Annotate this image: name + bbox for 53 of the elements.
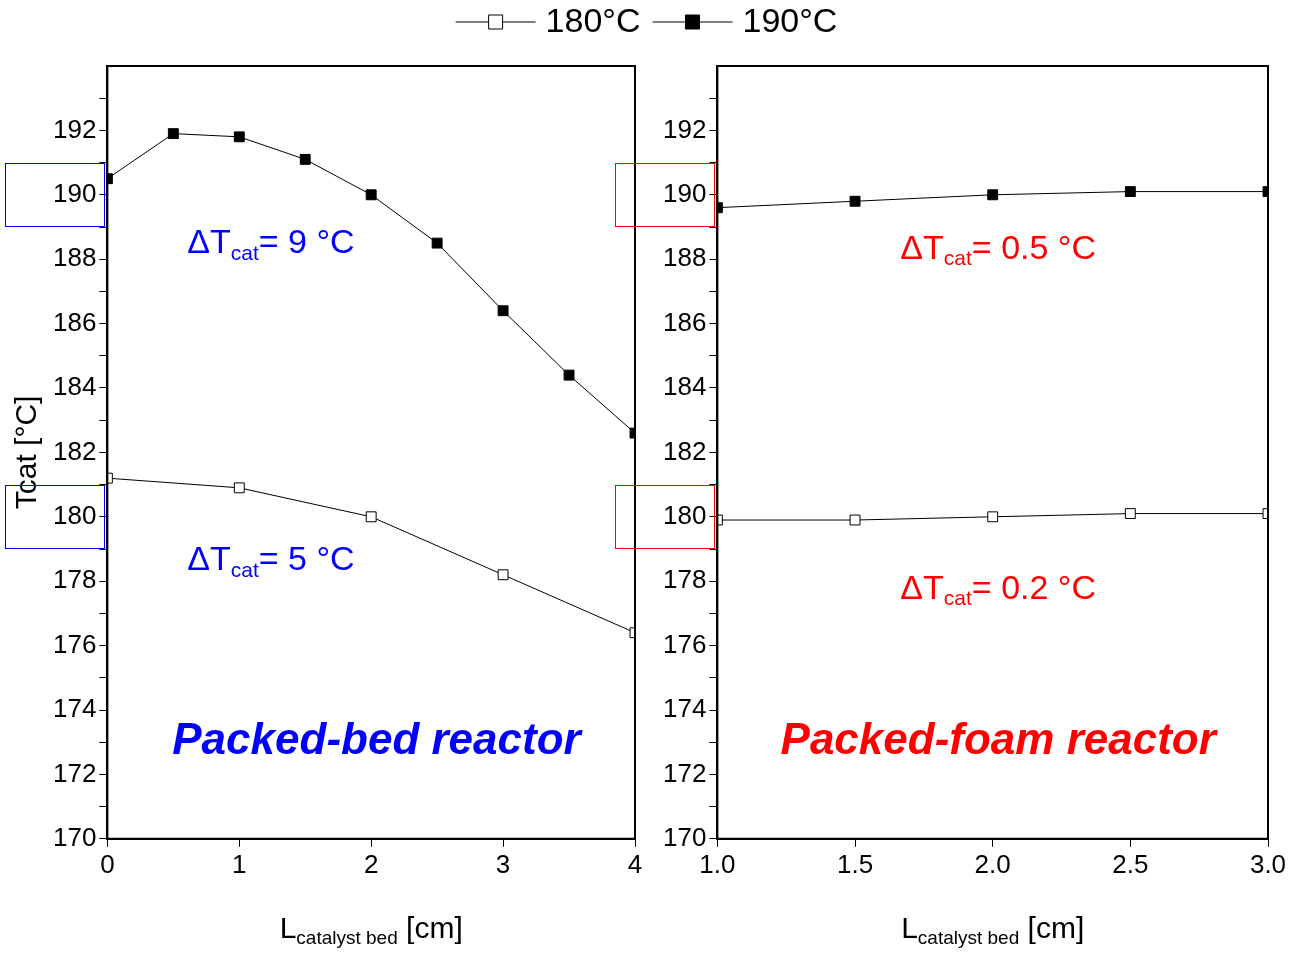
y-tick-label: 174: [662, 693, 707, 724]
y-tick-label: 182: [662, 435, 707, 466]
y-tick-label: 182: [52, 435, 97, 466]
annotation: Packed-bed reactor: [172, 714, 584, 764]
y-tick-label: 188: [52, 242, 97, 273]
point: [299, 153, 311, 165]
y-axis-title: Tcat [°C]: [9, 395, 43, 510]
y-tick-label: 172: [662, 757, 707, 788]
y-tick-label: 172: [52, 757, 97, 788]
point: [365, 189, 377, 201]
y-tick-label: 178: [662, 564, 707, 595]
x-tick-label: 3.0: [1249, 848, 1287, 879]
y-tick-label: 180: [52, 499, 97, 530]
point: [497, 305, 509, 317]
point: [233, 131, 245, 143]
y-tick-label: 174: [52, 693, 97, 724]
point: [849, 195, 861, 207]
x-tick-label: 2.5: [1112, 848, 1149, 879]
y-tick-label: 176: [52, 628, 97, 659]
point: [233, 482, 245, 494]
point: [563, 369, 575, 381]
annotation: Packed-foam reactor: [780, 714, 1219, 764]
x-tick-label: 1.5: [836, 848, 874, 879]
x-tick-label: 2.0: [974, 848, 1011, 879]
y-tick-label: 190: [662, 177, 707, 208]
y-tick-label: 170: [52, 821, 97, 852]
y-tick-label: 186: [52, 306, 97, 337]
point: [1124, 186, 1136, 198]
y-tick-label: 176: [662, 628, 707, 659]
x-tick-label: 2: [363, 848, 379, 879]
point: [497, 569, 509, 581]
y-tick-label: 192: [52, 113, 97, 144]
y-tick-label: 184: [662, 371, 707, 402]
x-tick-label: 0: [100, 848, 115, 879]
point: [167, 128, 179, 140]
y-tick-label: 192: [662, 113, 707, 144]
y-tick-label: 180: [662, 499, 707, 530]
point: [431, 237, 443, 249]
point: [365, 511, 377, 523]
legend-label: 190°C: [742, 1, 838, 40]
x-tick-label: 4: [627, 848, 643, 879]
y-tick-label: 184: [52, 371, 97, 402]
point: [987, 511, 999, 523]
y-tick-label: 190: [52, 177, 97, 208]
point: [849, 514, 861, 526]
point: [987, 189, 999, 201]
point: [1124, 508, 1136, 520]
y-tick-label: 186: [662, 306, 707, 337]
y-tick-label: 178: [52, 564, 97, 595]
y-tick-label: 188: [662, 242, 707, 273]
x-tick-label: 3: [495, 848, 511, 879]
x-tick-label: 1: [232, 848, 247, 879]
legend-label: 180°C: [545, 1, 641, 40]
